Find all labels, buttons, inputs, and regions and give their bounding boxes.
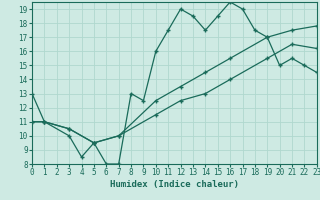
X-axis label: Humidex (Indice chaleur): Humidex (Indice chaleur)	[110, 180, 239, 189]
